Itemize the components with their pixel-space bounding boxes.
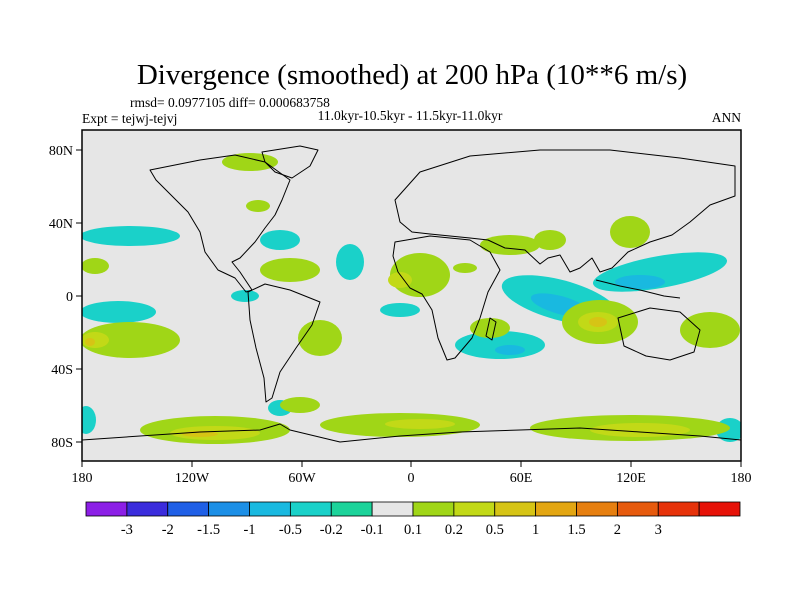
x-tick-label: 180	[731, 471, 752, 486]
colorbar-label: -1	[243, 522, 255, 538]
contour-positive	[480, 235, 540, 255]
y-axis-labels: 80N 40N 0 40S 80S	[49, 144, 73, 451]
contour-negative	[82, 301, 156, 323]
colorbar-swatch	[535, 501, 577, 517]
contour-positive-strong	[82, 332, 109, 348]
colorbar-swatch	[167, 501, 210, 517]
season-label: ANN	[712, 110, 741, 125]
colorbar-swatch	[494, 501, 537, 517]
y-tick-label: 40N	[49, 217, 73, 232]
colorbar-label: 0.1	[404, 522, 422, 538]
plot-title: Divergence (smoothed) at 200 hPa (10**6 …	[137, 59, 687, 91]
coastline-maritime-continent	[595, 279, 681, 299]
colorbar-swatch	[249, 501, 291, 517]
coastline-eurasia	[394, 149, 736, 273]
contour-negative	[231, 290, 259, 302]
period-label: 11.0kyr-10.5kyr - 11.5kyr-11.0kyr	[318, 108, 503, 123]
coastline-south-america	[247, 283, 321, 403]
y-axis	[76, 149, 82, 443]
experiment-label: Expt = tejwj-tejvj	[82, 111, 177, 126]
contour-negative	[336, 244, 364, 280]
colorbar-swatch	[371, 501, 414, 517]
y-tick-label: 80N	[49, 144, 73, 159]
map-panel: 180 120W 60W 0 60E 120E 180 80N 40N 0 40…	[49, 129, 752, 486]
colorbar-swatch	[330, 501, 373, 517]
colorbar-label: -3	[121, 522, 133, 538]
coastline-australia	[617, 307, 701, 361]
contour-positive	[260, 258, 320, 282]
contour-positive	[280, 397, 320, 413]
contour-negative	[82, 406, 96, 434]
contour-positive	[298, 320, 342, 356]
colorbar-label: -1.5	[197, 522, 220, 538]
coastline-madagascar	[485, 317, 497, 341]
contour-positive	[246, 200, 270, 212]
colorbar-swatch	[412, 501, 455, 517]
contour-positive-peak	[589, 317, 607, 327]
contour-positive	[534, 230, 566, 250]
contour-positive-peak	[85, 338, 95, 346]
divergence-contours	[82, 145, 741, 444]
x-tick-label: 180	[72, 471, 93, 486]
colorbar-label: 0.2	[445, 522, 463, 538]
contour-negative	[380, 303, 420, 317]
stats-label: rmsd= 0.0977105 diff= 0.000683758	[130, 95, 330, 110]
y-tick-label: 40S	[51, 363, 73, 378]
contour-positive	[680, 312, 740, 348]
contour-negative	[82, 226, 180, 246]
colorbar-swatch	[126, 501, 169, 517]
contour-positive	[453, 263, 477, 273]
x-axis	[81, 461, 742, 467]
colorbar-label: -0.1	[361, 522, 384, 538]
colorbar-label: -0.5	[279, 522, 302, 538]
contour-negative-strong	[495, 345, 525, 355]
contour-positive	[82, 322, 180, 358]
colorbar-swatch	[616, 501, 659, 517]
x-tick-label: 60W	[288, 471, 316, 486]
contour-positive-strong	[385, 419, 455, 429]
contour-negative	[260, 230, 300, 250]
colorbar-label: 0.5	[486, 522, 504, 538]
colorbar: -3 -2 -1.5 -1 -0.5 -0.2 -0.1 0.1 0.2 0.5…	[85, 501, 741, 538]
colorbar-labels: -3 -2 -1.5 -1 -0.5 -0.2 -0.1 0.1 0.2 0.5…	[121, 522, 662, 538]
x-tick-label: 60E	[510, 471, 533, 486]
x-tick-label: 0	[408, 471, 415, 486]
x-tick-label: 120W	[175, 471, 210, 486]
x-axis-labels: 180 120W 60W 0 60E 120E 180	[72, 471, 752, 486]
contour-positive	[610, 216, 650, 248]
y-tick-label: 0	[66, 290, 73, 305]
contour-negative-strong	[615, 275, 665, 289]
contour-positive	[470, 318, 510, 338]
colorbar-swatch	[576, 501, 618, 517]
colorbar-label: 1.5	[567, 522, 585, 538]
coastline-africa	[392, 235, 501, 361]
x-tick-label: 120E	[616, 471, 646, 486]
y-tick-label: 80S	[51, 436, 73, 451]
colorbar-label: 3	[655, 522, 662, 538]
colorbar-label: -0.2	[320, 522, 343, 538]
colorbar-swatches	[85, 501, 741, 517]
colorbar-label: -2	[162, 522, 174, 538]
coastline-antarctica	[82, 423, 741, 443]
colorbar-label: 1	[532, 522, 539, 538]
colorbar-swatch	[208, 501, 250, 517]
contour-positive-strong	[388, 272, 412, 288]
coastline-greenland	[261, 145, 319, 179]
colorbar-swatch	[657, 501, 700, 517]
colorbar-swatch	[698, 501, 741, 517]
colorbar-swatch	[289, 501, 332, 517]
colorbar-label: 2	[614, 522, 621, 538]
colorbar-swatch	[453, 501, 496, 517]
coastline-north-america	[149, 154, 291, 293]
colorbar-swatch	[85, 501, 128, 517]
contour-positive	[82, 258, 109, 274]
